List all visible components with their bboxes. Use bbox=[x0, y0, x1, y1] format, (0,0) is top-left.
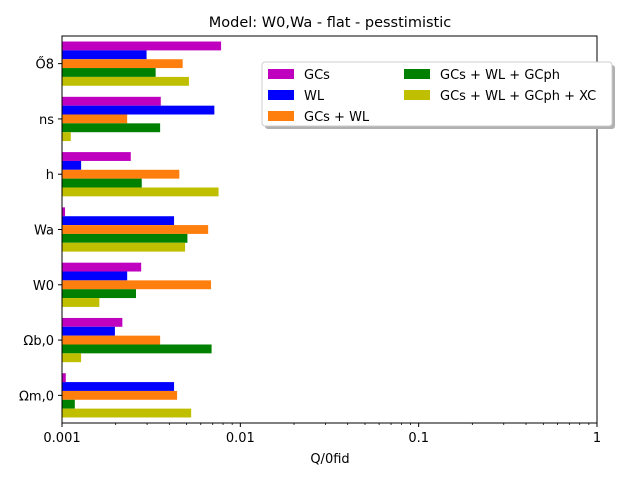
legend-label: GCs + WL bbox=[304, 110, 370, 125]
bar bbox=[62, 50, 147, 60]
legend-swatch bbox=[404, 90, 430, 100]
bar bbox=[62, 123, 161, 133]
x-tick-label: 0.001 bbox=[43, 431, 80, 446]
x-tick-label: 1 bbox=[593, 431, 601, 446]
y-tick-label: Ő8 bbox=[35, 57, 54, 73]
bar bbox=[62, 216, 175, 226]
bar bbox=[62, 373, 66, 383]
y-tick-label: ns bbox=[39, 113, 54, 128]
legend-swatch bbox=[268, 111, 294, 121]
bar bbox=[62, 68, 156, 77]
bar bbox=[62, 399, 75, 409]
legend-label: WL bbox=[304, 89, 325, 104]
bar bbox=[62, 114, 128, 124]
bar bbox=[62, 225, 209, 234]
bar bbox=[62, 169, 180, 179]
bar bbox=[62, 160, 82, 170]
bar bbox=[62, 271, 128, 281]
legend-label: GCs + WL + GCph + XC bbox=[440, 89, 596, 104]
bar bbox=[62, 59, 183, 69]
legend-label: GCs + WL + GCph bbox=[440, 68, 560, 83]
legend: GCs WL GCs + WL GCs + WL + GCph GCs + WL + G… bbox=[261, 61, 615, 129]
y-axis: Ωm,0 Ωb,0 W0 Wa h ns Ő8 bbox=[19, 57, 62, 404]
bar bbox=[62, 96, 161, 106]
x-tick-label: 0.1 bbox=[408, 431, 429, 446]
bar bbox=[62, 262, 142, 272]
bar bbox=[62, 178, 142, 188]
y-tick-label: Wa bbox=[34, 224, 54, 239]
legend-swatch bbox=[404, 69, 430, 79]
bar bbox=[62, 353, 82, 363]
bar bbox=[62, 344, 212, 354]
bar bbox=[62, 187, 219, 197]
bar bbox=[62, 76, 189, 86]
bar bbox=[62, 317, 123, 327]
bar bbox=[62, 41, 222, 51]
bar bbox=[62, 280, 212, 290]
y-tick-label: h bbox=[46, 168, 54, 183]
bar bbox=[62, 335, 161, 345]
bar bbox=[62, 390, 178, 400]
y-tick-label: Ωm,0 bbox=[19, 389, 54, 404]
legend-label: GCs bbox=[304, 68, 330, 83]
bar bbox=[62, 289, 137, 299]
legend-swatch bbox=[268, 90, 294, 100]
bar bbox=[62, 408, 192, 418]
bar bbox=[62, 382, 175, 391]
x-tick-label: 0.01 bbox=[226, 431, 255, 446]
y-tick-label: W0 bbox=[33, 279, 54, 294]
legend-swatch bbox=[268, 69, 294, 79]
chart-title: Model: W0,Wa - flat - pesstimistic bbox=[209, 15, 451, 31]
bar bbox=[62, 326, 115, 336]
x-axis-label: Q/0fid bbox=[310, 452, 349, 467]
bar bbox=[62, 152, 131, 161]
bar bbox=[62, 132, 71, 142]
y-tick-label: Ωb,0 bbox=[23, 334, 54, 349]
bar bbox=[62, 207, 66, 217]
bar bbox=[62, 233, 188, 243]
x-axis: 0.001 0.01 0.1 1 bbox=[43, 423, 601, 446]
bar bbox=[62, 298, 100, 307]
bar bbox=[62, 105, 215, 115]
bars-group bbox=[62, 41, 222, 418]
legend-box bbox=[261, 61, 613, 127]
bar bbox=[62, 242, 186, 252]
